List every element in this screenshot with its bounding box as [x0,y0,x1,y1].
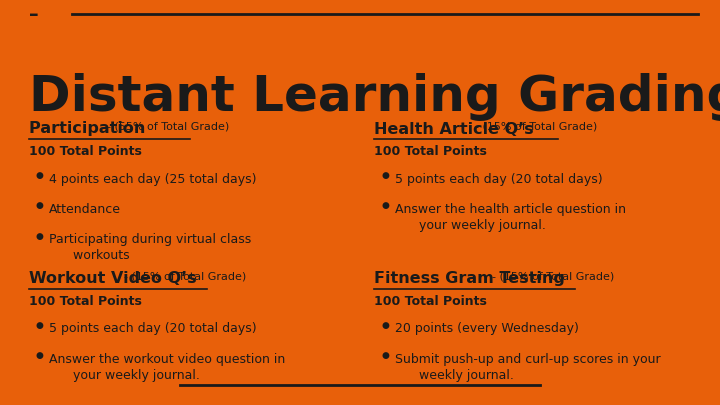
Text: Answer the health article question in
      your weekly journal.: Answer the health article question in yo… [395,203,626,232]
Text: Submit push-up and curl-up scores in your
      weekly journal.: Submit push-up and curl-up scores in you… [395,353,660,382]
Text: ●: ● [36,171,44,180]
Text: Participation: Participation [29,122,150,136]
Text: - (15% of Total Grade): - (15% of Total Grade) [125,271,246,281]
Text: 100 Total Points: 100 Total Points [374,145,487,158]
Text: 100 Total Points: 100 Total Points [29,145,142,158]
Text: ●: ● [382,351,390,360]
Text: 5 points each day (20 total days): 5 points each day (20 total days) [49,322,256,335]
Text: ●: ● [382,321,390,330]
Text: 100 Total Points: 100 Total Points [29,295,142,308]
Text: ●: ● [36,351,44,360]
Text: ●: ● [382,201,390,210]
Text: - (55% of Total Grade): - (55% of Total Grade) [107,122,230,132]
Text: Distant Learning Grading Rubric: Distant Learning Grading Rubric [29,73,720,121]
Text: ●: ● [36,201,44,210]
Text: - (15% of Total Grade): - (15% of Total Grade) [492,271,615,281]
Text: 20 points (every Wednesday): 20 points (every Wednesday) [395,322,578,335]
Text: 4 points each day (25 total days): 4 points each day (25 total days) [49,173,256,185]
Text: Fitness Gram Testing: Fitness Gram Testing [374,271,571,286]
Text: ●: ● [36,321,44,330]
Text: - (15% of Total Grade): - (15% of Total Grade) [475,122,598,132]
Text: –: – [29,5,38,23]
Text: ●: ● [36,232,44,241]
Text: Answer the workout video question in
      your weekly journal.: Answer the workout video question in you… [49,353,285,382]
Text: ●: ● [382,171,390,180]
Text: 5 points each day (20 total days): 5 points each day (20 total days) [395,173,602,185]
Text: 100 Total Points: 100 Total Points [374,295,487,308]
Text: Workout Video Q’s: Workout Video Q’s [29,271,197,286]
Text: Health Article Q’s: Health Article Q’s [374,122,534,136]
Text: Participating during virtual class
      workouts: Participating during virtual class worko… [49,233,251,262]
Text: Attendance: Attendance [49,203,121,216]
